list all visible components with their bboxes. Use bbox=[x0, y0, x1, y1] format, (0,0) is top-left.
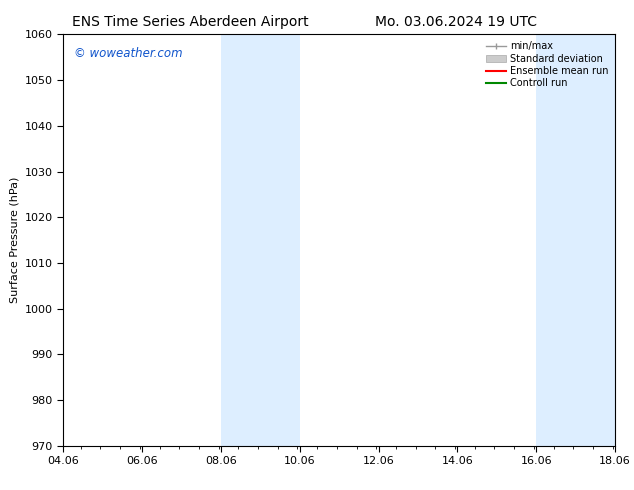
Legend: min/max, Standard deviation, Ensemble mean run, Controll run: min/max, Standard deviation, Ensemble me… bbox=[484, 39, 610, 90]
Bar bbox=[576, 34, 615, 446]
Text: © woweather.com: © woweather.com bbox=[74, 47, 183, 60]
Bar bbox=[536, 34, 576, 446]
Text: Mo. 03.06.2024 19 UTC: Mo. 03.06.2024 19 UTC bbox=[375, 15, 538, 29]
Text: ENS Time Series Aberdeen Airport: ENS Time Series Aberdeen Airport bbox=[72, 15, 309, 29]
Bar bbox=[221, 34, 261, 446]
Bar bbox=[261, 34, 300, 446]
Y-axis label: Surface Pressure (hPa): Surface Pressure (hPa) bbox=[10, 177, 19, 303]
